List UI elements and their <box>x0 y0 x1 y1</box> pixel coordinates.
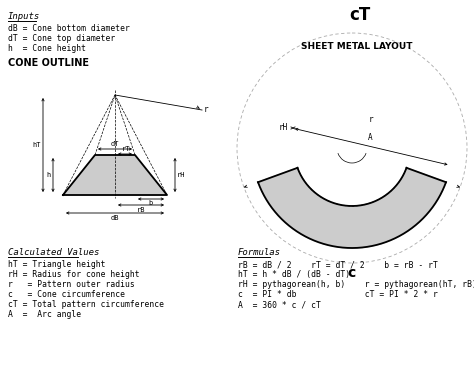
Text: b: b <box>149 200 153 206</box>
Text: c  = PI * db              cT = PI * 2 * r: c = PI * db cT = PI * 2 * r <box>238 290 438 299</box>
Text: hT = Triangle height: hT = Triangle height <box>8 260 106 269</box>
Text: SHEET METAL LAYOUT: SHEET METAL LAYOUT <box>301 42 413 51</box>
Text: h: h <box>47 172 51 178</box>
Text: Inputs: Inputs <box>8 12 40 21</box>
Polygon shape <box>63 155 167 195</box>
Text: cT = Total pattern circumference: cT = Total pattern circumference <box>8 300 164 309</box>
Text: rB = dB / 2    rT = dT / 2    b = rB - rT: rB = dB / 2 rT = dT / 2 b = rB - rT <box>238 260 438 269</box>
Text: A  =  Arc angle: A = Arc angle <box>8 310 81 319</box>
Text: rH: rH <box>177 172 185 178</box>
Text: rH = Radius for cone height: rH = Radius for cone height <box>8 270 140 279</box>
Text: dT: dT <box>111 141 119 147</box>
Text: CONE OUTLINE: CONE OUTLINE <box>8 58 89 68</box>
Text: rH: rH <box>279 124 288 132</box>
Text: Calculated Values: Calculated Values <box>8 248 100 257</box>
Text: cT: cT <box>349 6 371 24</box>
Text: rH = pythagorean(h, b)    r = pythagorean(hT, rB): rH = pythagorean(h, b) r = pythagorean(h… <box>238 280 474 289</box>
Text: rT: rT <box>122 146 130 152</box>
Text: dB: dB <box>111 215 119 221</box>
Text: h  = Cone height: h = Cone height <box>8 44 86 53</box>
Text: A: A <box>368 134 372 142</box>
Text: r   = Pattern outer radius: r = Pattern outer radius <box>8 280 135 289</box>
Text: Formulas: Formulas <box>238 248 281 257</box>
Text: rB: rB <box>137 207 145 213</box>
Text: A  = 360 * c / cT: A = 360 * c / cT <box>238 300 321 309</box>
Text: dT = Cone top diameter: dT = Cone top diameter <box>8 34 115 43</box>
Text: r: r <box>204 105 209 115</box>
Text: c   = Cone circumference: c = Cone circumference <box>8 290 125 299</box>
Text: c: c <box>348 266 356 280</box>
Text: hT = h * dB / (dB - dT): hT = h * dB / (dB - dT) <box>238 270 350 279</box>
Text: r: r <box>369 115 374 124</box>
Text: dB = Cone bottom diameter: dB = Cone bottom diameter <box>8 24 130 33</box>
Polygon shape <box>258 168 446 248</box>
Text: hT: hT <box>33 142 41 148</box>
